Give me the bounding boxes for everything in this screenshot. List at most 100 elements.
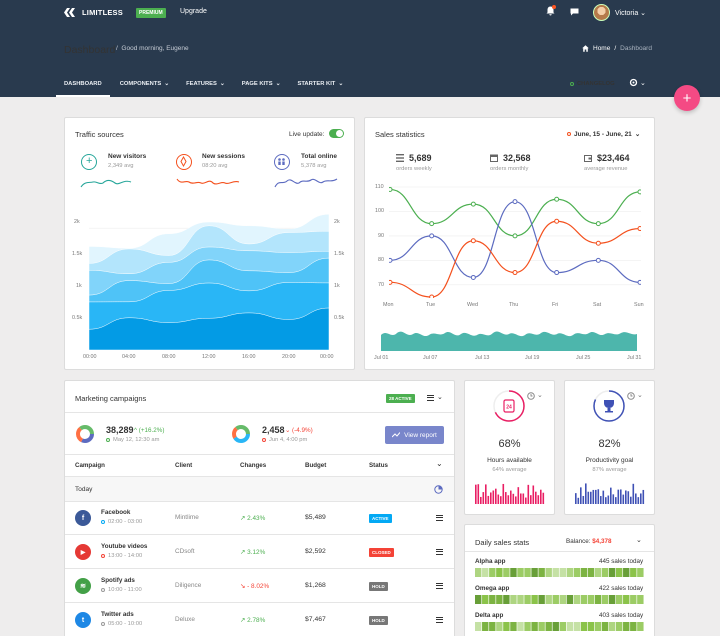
col-status: Status <box>369 462 388 469</box>
upgrade-link[interactable]: Upgrade <box>180 8 207 15</box>
campaign-name[interactable]: Spotify ads <box>101 577 135 584</box>
card-title: Sales statistics <box>375 130 425 139</box>
data-point[interactable] <box>637 189 641 195</box>
brand-logo[interactable]: LIMITLESS <box>64 8 123 17</box>
data-point[interactable] <box>512 233 518 239</box>
heat-cell <box>616 568 623 577</box>
username-dropdown[interactable]: Victoria ⌄ <box>615 9 646 17</box>
data-point[interactable] <box>554 218 560 224</box>
nav-label: DASHBOARD <box>64 81 102 87</box>
nav-features[interactable]: FEATURES ⌄ <box>186 80 225 97</box>
metric-value: 5,689 <box>409 153 432 163</box>
changelog-link[interactable]: CHANGELOG <box>570 81 615 87</box>
hours-available-card <box>464 380 555 515</box>
row-menu-icon[interactable] <box>436 617 443 623</box>
chevron-down-icon[interactable]: ⌄ <box>436 459 443 468</box>
data-point[interactable] <box>595 221 601 227</box>
bar <box>492 490 495 504</box>
campaign-name[interactable]: Facebook <box>101 509 131 516</box>
data-point[interactable] <box>429 233 435 239</box>
bar <box>500 496 502 504</box>
chevron-down-icon[interactable]: ⌄ <box>537 392 543 399</box>
data-point[interactable] <box>470 274 476 280</box>
add-button[interactable]: + <box>674 85 700 111</box>
heat-cell <box>594 568 602 577</box>
page-subtitle: / Good morning, Eugene <box>116 45 189 52</box>
bar <box>597 489 600 504</box>
row-menu-icon[interactable] <box>436 549 443 555</box>
x-tick: 00:00 <box>83 354 97 360</box>
metric-label: average revenue <box>584 166 628 172</box>
nav-components[interactable]: COMPONENTS ⌄ <box>120 80 169 97</box>
heat-cell <box>531 622 538 631</box>
avatar[interactable] <box>593 4 610 21</box>
summary-value: 2,458 <box>262 425 285 435</box>
data-point[interactable] <box>389 257 393 263</box>
plus-icon: + <box>81 154 97 170</box>
series-line <box>389 220 641 298</box>
chevron-down-icon: ⌄ <box>219 81 225 87</box>
bar <box>505 492 507 504</box>
heat-cell <box>545 568 552 577</box>
nav-page-kits[interactable]: PAGE KITS ⌄ <box>242 80 281 97</box>
data-point[interactable] <box>470 238 476 244</box>
y-tick-right: 0.5k <box>334 315 345 321</box>
time-text: 05:00 - 10:00 <box>108 621 143 627</box>
clock-icon[interactable] <box>627 392 635 400</box>
campaign-name[interactable]: Youtube videos <box>101 543 148 550</box>
chevron-down-icon[interactable]: ⌄ <box>636 537 642 544</box>
data-point[interactable] <box>637 226 641 232</box>
data-point[interactable] <box>637 279 641 285</box>
status-dot <box>101 622 105 626</box>
data-point[interactable] <box>554 270 560 276</box>
chevron-down-icon: ⌄ <box>640 79 646 87</box>
live-update-toggle[interactable] <box>329 129 344 138</box>
data-point[interactable] <box>554 196 560 202</box>
y-tick: 1.5k <box>72 251 83 257</box>
sales-mini-area-chart <box>381 331 637 351</box>
data-point[interactable] <box>512 270 518 276</box>
heat-cell <box>566 622 574 631</box>
x-tick: Mon <box>383 302 394 308</box>
data-point[interactable] <box>512 199 518 205</box>
chevron-down-icon[interactable]: ⌄ <box>437 394 443 401</box>
chevron-down-icon[interactable]: ⌄ <box>637 392 643 399</box>
date-range-picker[interactable]: June, 15 - June, 21 ⌄ <box>567 130 640 138</box>
chevron-down-icon: ⌄ <box>338 81 344 87</box>
app-name: Alpha app <box>475 558 506 565</box>
nav-label: STARTER KIT <box>297 81 336 87</box>
data-point[interactable] <box>470 201 476 207</box>
clock-icon[interactable] <box>527 392 535 400</box>
chat-icon[interactable] <box>570 8 579 16</box>
data-point[interactable] <box>429 294 435 298</box>
data-point[interactable] <box>389 279 393 285</box>
data-point[interactable] <box>595 240 601 246</box>
data-point[interactable] <box>429 221 435 227</box>
balance-value: $4,378 <box>592 538 612 545</box>
row-menu-icon[interactable] <box>436 515 443 521</box>
settings-dropdown[interactable]: ⌄ <box>629 78 646 87</box>
row-menu-icon[interactable] <box>436 583 443 589</box>
card-title: Traffic sources <box>75 130 124 139</box>
x-tick: 00:00 <box>320 354 334 360</box>
bar <box>510 490 512 504</box>
change-value: (-4.9%) <box>292 427 313 434</box>
y-tick-right: 1.5k <box>334 251 345 257</box>
campaign-name[interactable]: Twitter ads <box>101 611 134 618</box>
nav-starter-kit[interactable]: STARTER KIT ⌄ <box>297 80 343 97</box>
change-value: 2.78% <box>247 617 266 624</box>
data-point[interactable] <box>595 257 601 263</box>
view-report-button[interactable]: View report <box>385 426 444 444</box>
bar <box>617 489 620 504</box>
trend-up-icon: ↗ <box>240 515 246 522</box>
bar <box>487 495 490 504</box>
divider <box>65 568 454 569</box>
data-point[interactable] <box>389 186 393 192</box>
breadcrumb-home[interactable]: Home <box>593 45 611 52</box>
heat-cell <box>580 568 588 577</box>
heat-cell <box>616 622 623 631</box>
nav-dashboard[interactable]: DASHBOARD <box>56 80 110 97</box>
username: Victoria <box>615 10 639 17</box>
y-tick: 80 <box>378 257 384 263</box>
menu-icon[interactable] <box>427 395 434 401</box>
